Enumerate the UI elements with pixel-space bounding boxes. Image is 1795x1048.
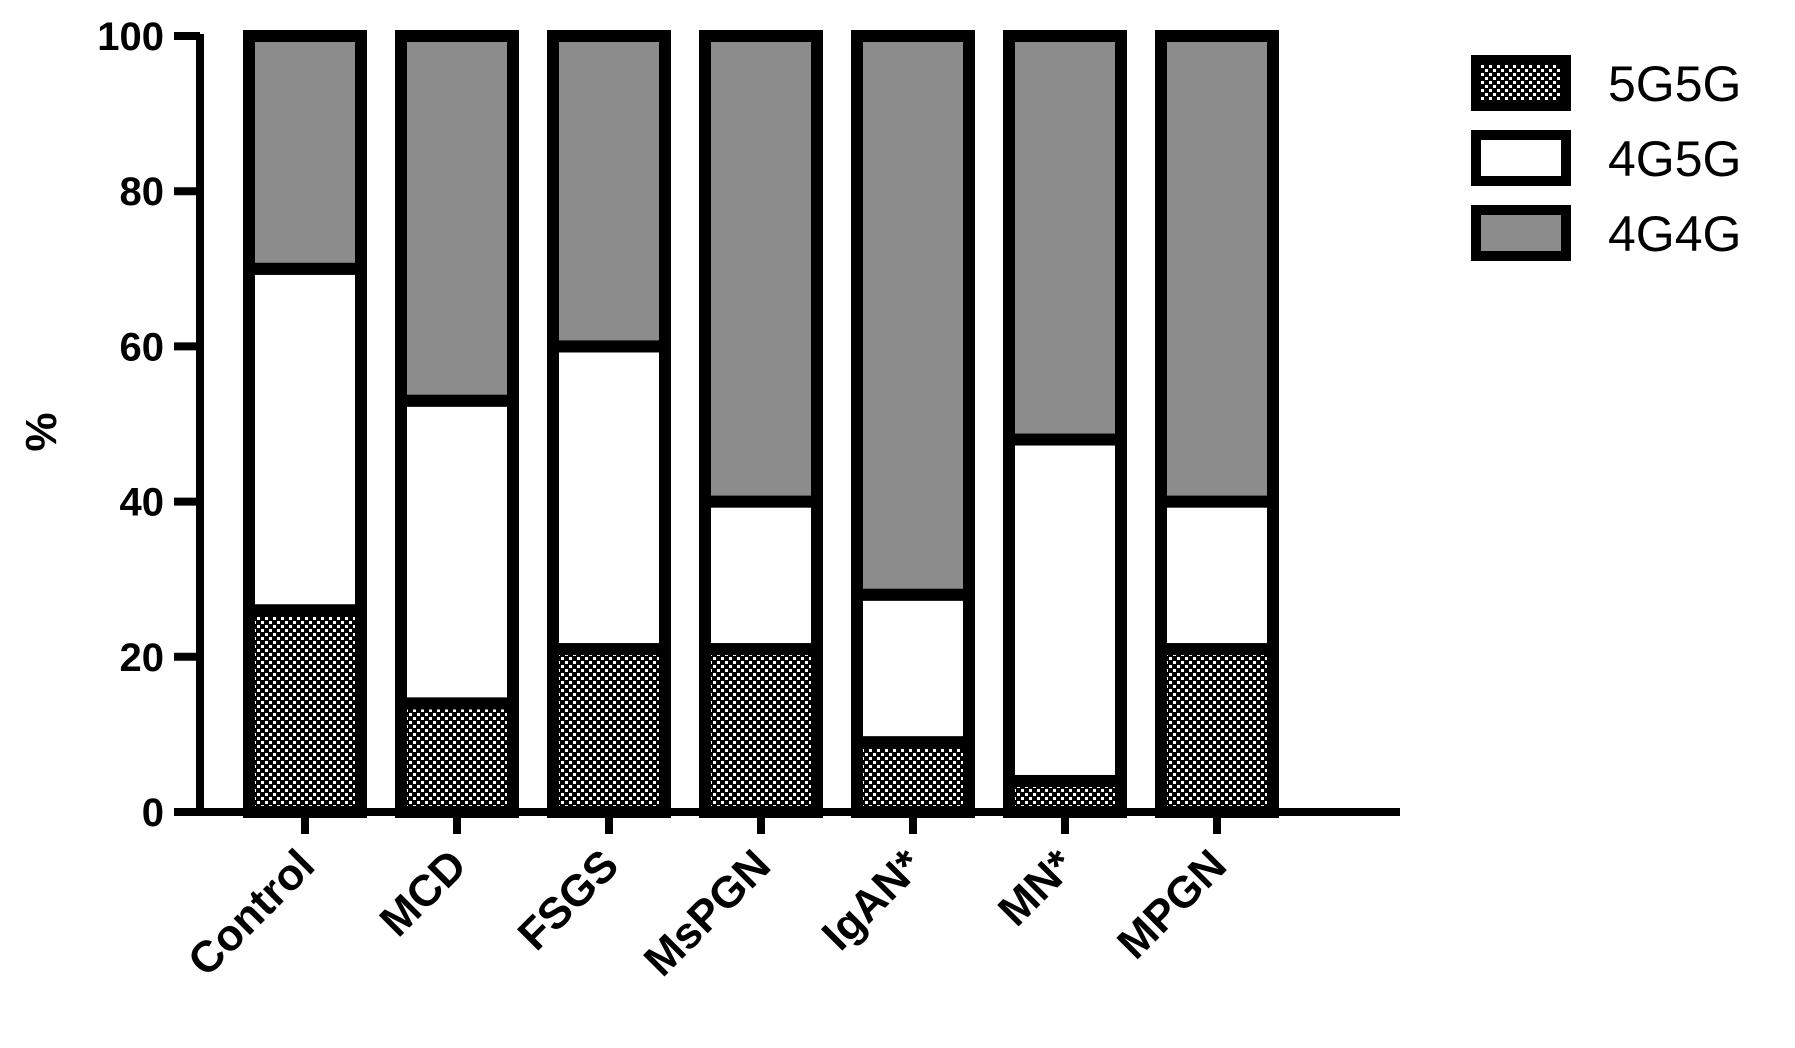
x-tick-label-mspgn: MsPGN — [635, 840, 780, 985]
legend-label-4g5g: 4G5G — [1608, 131, 1741, 187]
y-axis-title: % — [17, 412, 66, 451]
plot-area — [243, 30, 1279, 819]
legend: 5G5G 4G5G 4G4G — [1471, 55, 1741, 262]
bar-control-5g5g — [243, 604, 367, 818]
bar-igan-5g5g — [851, 736, 975, 818]
y-tick-label-0: 0 — [142, 791, 164, 835]
bar-mpgn-4g5g — [1155, 495, 1279, 656]
bar-mcd-4g4g — [395, 30, 519, 407]
legend-swatch-4g4g — [1471, 205, 1571, 261]
x-tick-label-mn: MN* — [989, 840, 1085, 936]
y-tick-label-20: 20 — [120, 636, 165, 680]
bar-mpgn-4g4g — [1155, 30, 1279, 508]
legend-swatch-4g5g — [1471, 130, 1571, 186]
bar-mspgn-4g5g — [699, 495, 823, 656]
bar-mn-4g5g — [1003, 433, 1127, 787]
y-tick-label-60: 60 — [120, 325, 165, 369]
bar-fsgs-5g5g — [547, 643, 671, 818]
y-tick-label-80: 80 — [120, 170, 165, 214]
bar-mpgn-5g5g — [1155, 643, 1279, 818]
bar-fsgs-4g5g — [547, 340, 671, 656]
bar-mspgn-4g4g — [699, 30, 823, 508]
bar-mcd-5g5g — [395, 697, 519, 818]
bar-igan-4g4g — [851, 30, 975, 601]
legend-swatch-5g5g — [1471, 55, 1571, 111]
bar-mspgn-5g5g — [699, 643, 823, 818]
bar-fsgs-4g4g — [547, 30, 671, 353]
bar-mn-4g4g — [1003, 30, 1127, 446]
x-tick-label-fsgs: FSGS — [509, 840, 628, 959]
bar-igan-4g5g — [851, 588, 975, 749]
legend-label-4g4g: 4G4G — [1608, 206, 1741, 262]
bar-mcd-4g5g — [395, 394, 519, 710]
x-tick-label-control: Control — [179, 840, 324, 985]
x-tick-label-mcd: MCD — [371, 840, 477, 946]
y-tick-label-100: 100 — [97, 15, 164, 59]
x-tick-label-igan: IgAN* — [813, 840, 933, 960]
x-tick-label-mpgn: MPGN — [1108, 840, 1236, 968]
bar-control-4g5g — [243, 262, 367, 617]
y-tick-label-40: 40 — [120, 481, 165, 525]
legend-label-5g5g: 5G5G — [1608, 56, 1741, 112]
bar-control-4g4g — [243, 30, 367, 275]
